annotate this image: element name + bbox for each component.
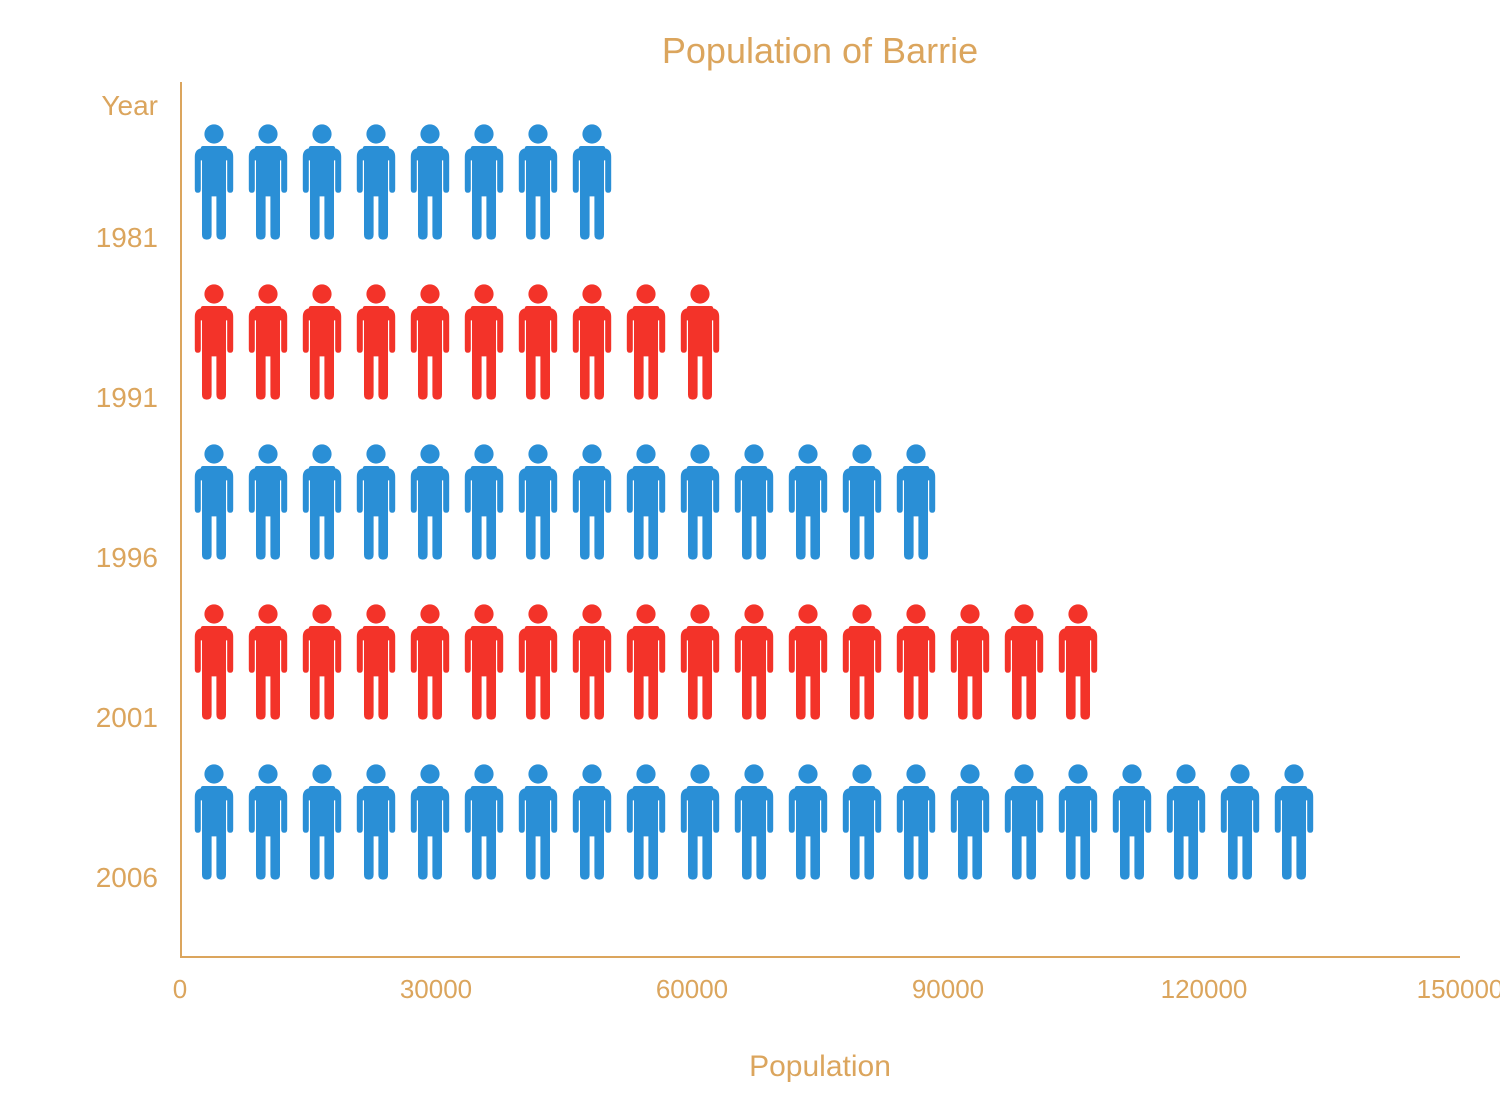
person-icon [406,602,454,722]
person-icon [352,762,400,882]
y-axis: Year 19811991199620012006 [40,82,180,958]
x-tick-label: 90000 [912,974,984,1005]
person-icon [1108,762,1156,882]
person-icon [298,442,346,562]
person-icon [514,762,562,882]
person-icon [622,442,670,562]
person-icon [406,442,454,562]
person-icon [1054,602,1102,722]
person-icon [622,762,670,882]
person-icon [676,282,724,402]
person-icon [352,442,400,562]
person-icon [1000,762,1048,882]
person-icon [622,602,670,722]
y-tick-label: 1996 [40,478,180,638]
person-icon [460,762,508,882]
person-icon [298,602,346,722]
person-icon [946,762,994,882]
person-icon [352,602,400,722]
person-icon [892,602,940,722]
person-icon [352,122,400,242]
person-icon [190,122,238,242]
y-tick-label: 1981 [40,158,180,318]
person-icon [244,602,292,722]
person-icon [460,602,508,722]
person-icon [784,442,832,562]
chart-row [190,102,1460,262]
person-icon [298,762,346,882]
person-icon [298,122,346,242]
person-icon [676,602,724,722]
x-tick-label: 150000 [1417,974,1500,1005]
x-axis-title: Population [180,1050,1460,1084]
person-icon [406,282,454,402]
person-icon [1000,602,1048,722]
chart-row [190,262,1460,422]
person-icon [1270,762,1318,882]
person-icon [1162,762,1210,882]
person-icon [514,442,562,562]
person-icon [514,282,562,402]
y-tick-label: 2001 [40,638,180,798]
x-tick-label: 0 [173,974,187,1005]
person-icon [892,442,940,562]
person-icon [568,442,616,562]
person-icon [1054,762,1102,882]
person-icon [568,122,616,242]
x-axis: 0300006000090000120000150000 [180,958,1460,1008]
person-icon [568,762,616,882]
person-icon [838,602,886,722]
person-icon [676,762,724,882]
person-icon [784,602,832,722]
x-tick-label: 60000 [656,974,728,1005]
person-icon [244,282,292,402]
person-icon [730,442,778,562]
person-icon [892,762,940,882]
person-icon [190,442,238,562]
person-icon [460,282,508,402]
person-icon [352,282,400,402]
person-icon [406,122,454,242]
chart-row [190,582,1460,742]
pictograph-chart: Population of Barrie Year 19811991199620… [40,30,1460,1063]
x-tick-label: 120000 [1161,974,1248,1005]
person-icon [190,762,238,882]
person-icon [838,762,886,882]
person-icon [568,282,616,402]
chart-row [190,422,1460,582]
plot-area: Year 19811991199620012006 [40,82,1460,958]
person-icon [190,602,238,722]
chart-title: Population of Barrie [40,30,1460,72]
x-tick-label: 30000 [400,974,472,1005]
person-icon [460,122,508,242]
person-icon [1216,762,1264,882]
person-icon [622,282,670,402]
person-icon [190,282,238,402]
person-icon [460,442,508,562]
person-icon [244,442,292,562]
person-icon [244,762,292,882]
person-icon [244,122,292,242]
person-icon [730,762,778,882]
chart-body [180,82,1460,958]
person-icon [676,442,724,562]
y-tick-label: 1991 [40,318,180,478]
chart-row [190,742,1460,902]
person-icon [298,282,346,402]
person-icon [568,602,616,722]
person-icon [514,602,562,722]
person-icon [406,762,454,882]
y-axis-title: Year [40,90,180,122]
person-icon [838,442,886,562]
person-icon [784,762,832,882]
person-icon [946,602,994,722]
person-icon [514,122,562,242]
person-icon [730,602,778,722]
y-tick-label: 2006 [40,798,180,958]
